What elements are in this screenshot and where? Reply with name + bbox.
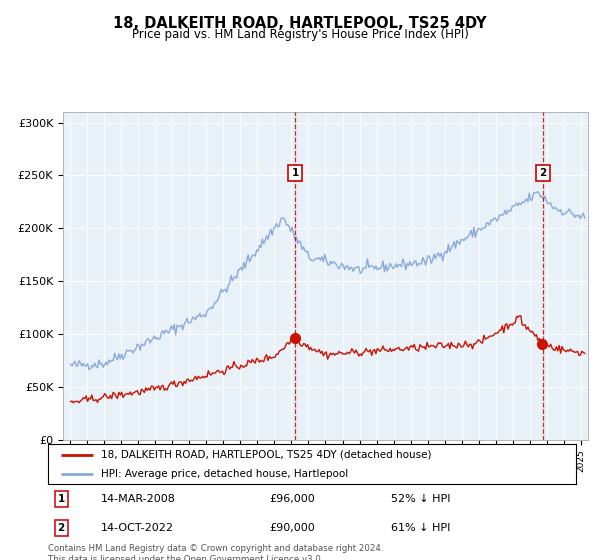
Text: 2: 2 [58, 523, 65, 533]
Text: HPI: Average price, detached house, Hartlepool: HPI: Average price, detached house, Hart… [101, 469, 348, 479]
Text: Contains HM Land Registry data © Crown copyright and database right 2024.
This d: Contains HM Land Registry data © Crown c… [48, 544, 383, 560]
Text: 52% ↓ HPI: 52% ↓ HPI [391, 494, 451, 504]
Text: 18, DALKEITH ROAD, HARTLEPOOL, TS25 4DY (detached house): 18, DALKEITH ROAD, HARTLEPOOL, TS25 4DY … [101, 450, 431, 460]
Text: £90,000: £90,000 [270, 523, 316, 533]
Text: 14-MAR-2008: 14-MAR-2008 [101, 494, 176, 504]
Text: Price paid vs. HM Land Registry's House Price Index (HPI): Price paid vs. HM Land Registry's House … [131, 28, 469, 41]
Text: 2: 2 [539, 169, 547, 178]
Text: 1: 1 [292, 169, 299, 178]
Text: 18, DALKEITH ROAD, HARTLEPOOL, TS25 4DY: 18, DALKEITH ROAD, HARTLEPOOL, TS25 4DY [113, 16, 487, 31]
Text: 1: 1 [58, 494, 65, 504]
Text: 61% ↓ HPI: 61% ↓ HPI [391, 523, 451, 533]
Text: £96,000: £96,000 [270, 494, 316, 504]
Text: 14-OCT-2022: 14-OCT-2022 [101, 523, 174, 533]
